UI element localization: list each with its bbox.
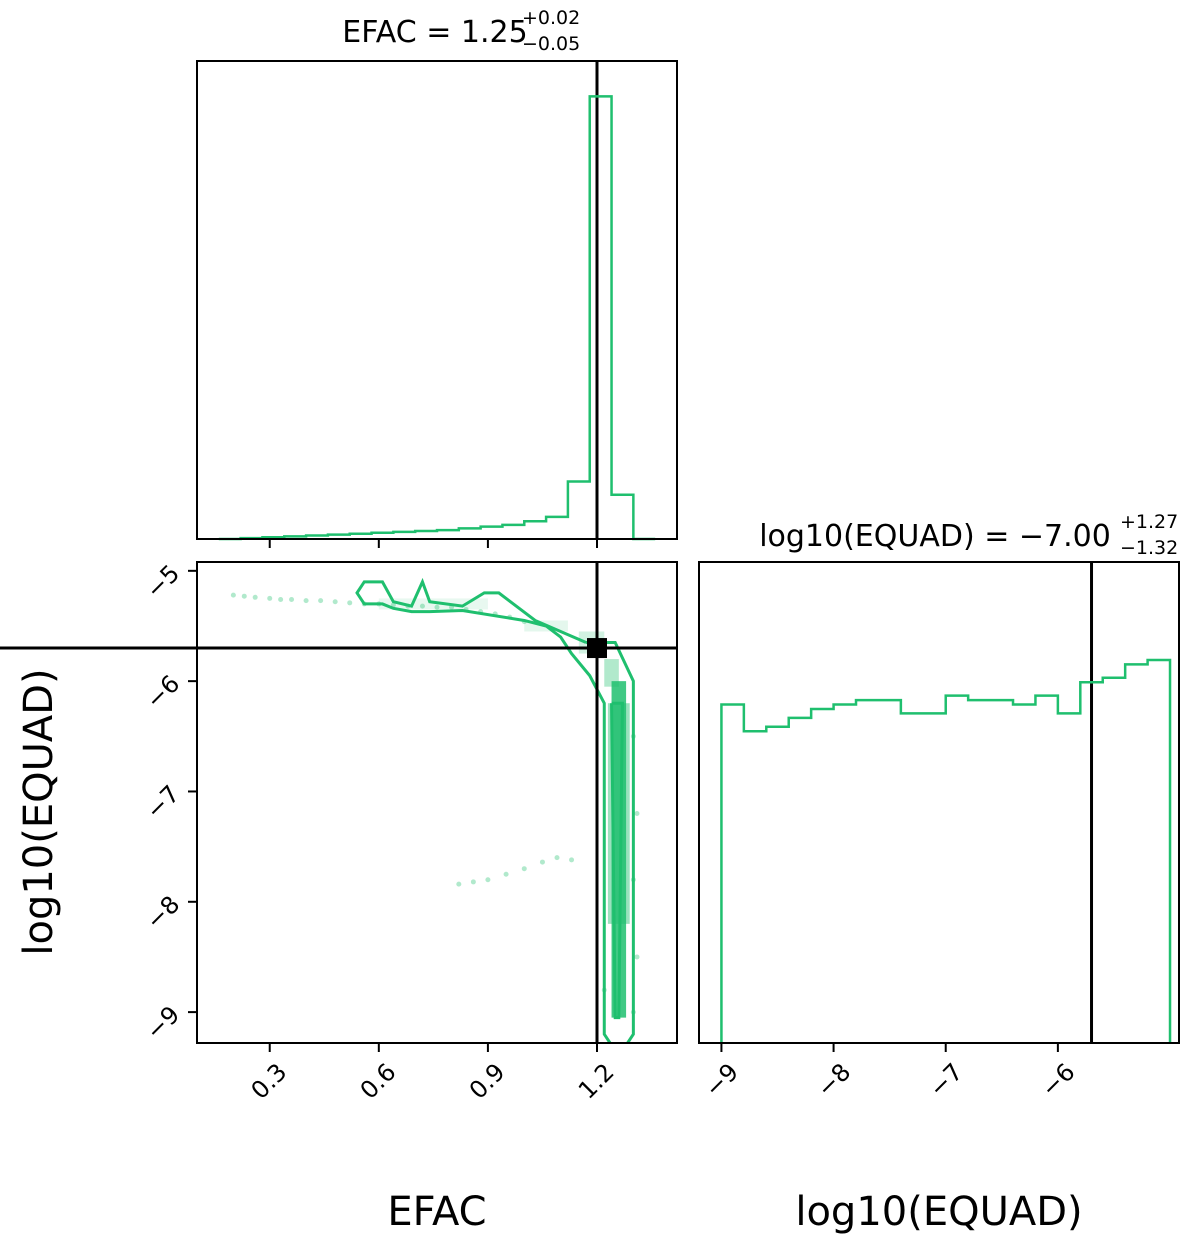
equad-x-tick-label: −6 [1036,1058,1081,1103]
efac-title-value: 1.25 [461,15,528,50]
joint-x-tick-label: 0.3 [246,1058,293,1105]
scatter-point [230,592,236,598]
density-block [378,598,488,610]
joint-y-tick-label: −5 [140,559,185,604]
joint-density-blocks [378,598,630,1018]
joint-panel: 0.3 0.6 0.9 1.2 −5 −6 −7 −8 −9 EFAC log10(EQUAD… [0,559,678,1235]
joint-truth-marker [587,638,607,659]
scatter-point [434,604,440,610]
joint-y-ticks: −5 −6 −7 −8 −9 [140,559,197,1045]
equad-x-tick-label: −9 [699,1058,744,1103]
joint-x-tick-label: 0.6 [355,1058,402,1105]
scatter-point [419,603,425,609]
equad-axis-label: log10(EQUAD) [16,668,62,955]
scatter-point [503,871,509,877]
equad-title-prefix: log10(EQUAD) = [759,519,1019,554]
scatter-point [539,859,545,865]
scatter-point [318,598,324,604]
efac-title: EFAC = 1.25 [342,15,527,50]
scatter-point [267,595,273,601]
efac-axis-label: EFAC [387,1189,486,1235]
scatter-point [332,599,338,605]
scatter-point [456,881,462,887]
joint-scatter-points [230,592,640,1015]
scatter-point [521,866,527,872]
efac-title-upper: +0.02 [522,7,580,29]
efac-title-lower: −0.05 [522,33,580,55]
equad-x-tick-label: −7 [924,1058,969,1103]
joint-y-tick-label: −8 [140,890,185,935]
equad-x-ticks: −9 −8 −7 −6 [699,1043,1081,1103]
efac-histogram-ticks [268,539,598,548]
scatter-point [303,598,309,604]
scatter-point [241,593,247,599]
joint-y-tick-label: −7 [140,780,185,825]
scatter-point [634,954,640,960]
efac-histogram-step [218,95,656,541]
equad-title-lower: −1.32 [1120,537,1178,559]
equad-histogram-step [720,658,1172,1043]
efac-histogram-panel: EFAC = 1.25 +0.02 −0.05 [196,7,678,548]
efac-histogram-frame [196,60,678,540]
equad-title: log10(EQUAD) = −7.00 [759,519,1111,554]
joint-y-tick-label: −6 [140,670,185,715]
joint-y-tick-label: −9 [140,1001,185,1046]
scatter-point [470,879,476,885]
joint-x-ticks: 0.3 0.6 0.9 1.2 [246,1043,620,1105]
scatter-point [554,855,560,861]
efac-title-prefix: EFAC = [342,15,461,50]
joint-contour-outer [355,577,635,1043]
scatter-point [278,597,284,603]
scatter-point [485,877,491,883]
joint-contour-inner [610,701,624,1020]
density-block [604,659,619,687]
joint-panel-frame [196,561,678,1044]
equad-histogram-frame [698,561,1180,1044]
equad-x-tick-label: −8 [811,1058,856,1103]
scatter-point [634,811,640,817]
equad-histogram-panel: log10(EQUAD) = −7.00 +1.27 −1.32 −9 −8 −7−… [698,511,1180,1235]
scatter-point [289,597,295,603]
joint-x-tick-label: 1.2 [573,1058,620,1105]
equad-hist-axis-label: log10(EQUAD) [795,1189,1082,1235]
equad-title-value: −7.00 [1019,519,1111,554]
scatter-point [252,594,258,600]
scatter-point [569,857,575,863]
equad-title-upper: +1.27 [1120,511,1178,533]
scatter-point [347,600,353,606]
joint-x-tick-label: 0.9 [464,1058,511,1105]
